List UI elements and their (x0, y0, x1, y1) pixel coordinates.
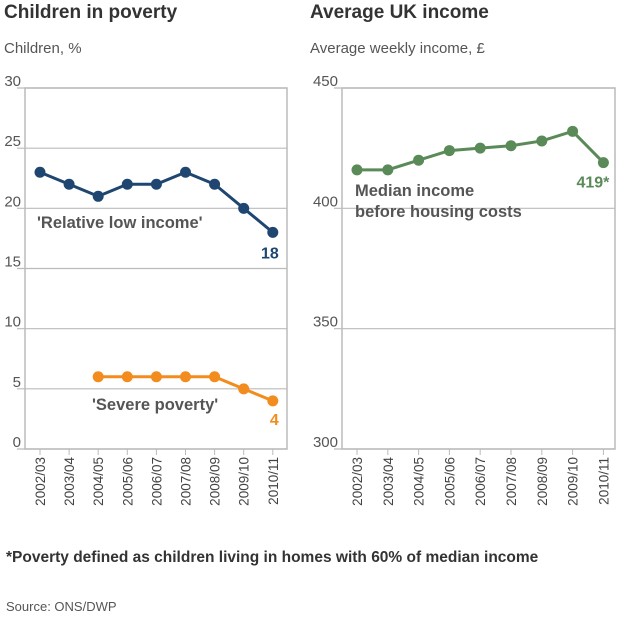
y-tick-label: 30 (4, 73, 21, 90)
x-tick-label: 2005/06 (120, 457, 135, 506)
y-tick-label: 450 (313, 73, 338, 90)
data-point (597, 157, 609, 169)
data-point (121, 178, 133, 190)
y-tick-label: 400 (313, 193, 338, 210)
x-tick-label: 2004/05 (412, 457, 427, 506)
y-tick-label: 0 (13, 434, 21, 451)
end-value-label: 4 (270, 412, 279, 429)
x-tick-label: 2009/10 (237, 457, 252, 506)
data-point (536, 135, 548, 147)
data-point (34, 166, 46, 178)
end-value-label: 419* (576, 175, 610, 192)
chart-title-right: Average UK income (310, 2, 489, 23)
x-tick-label: 2005/06 (442, 457, 457, 506)
y-tick-label: 5 (13, 374, 21, 391)
x-tick-label: 2002/03 (33, 457, 48, 506)
x-tick-label: 2003/04 (381, 457, 396, 506)
data-point (567, 125, 579, 137)
plot-frame (341, 87, 616, 450)
series-label: Median income (355, 182, 474, 200)
x-tick-label: 2006/07 (149, 457, 164, 506)
data-point (267, 226, 279, 238)
x-tick-label: 2007/08 (504, 457, 519, 506)
end-value-label: 18 (261, 245, 279, 262)
data-point (209, 371, 221, 383)
x-tick-label: 2007/08 (179, 457, 194, 506)
x-tick-label: 2009/10 (566, 457, 581, 506)
y-axis-label-right: Average weekly income, £ (310, 40, 485, 57)
y-tick-label: 300 (313, 434, 338, 451)
data-point (382, 164, 394, 176)
y-tick-label: 20 (4, 193, 21, 210)
data-point (238, 202, 250, 214)
data-point (505, 140, 517, 152)
data-point (209, 178, 221, 190)
data-point (180, 371, 191, 383)
x-tick-label: 2010/11 (266, 457, 281, 505)
x-tick-label: 2010/11 (596, 457, 611, 505)
data-point (92, 371, 104, 383)
x-tick-label: 2002/03 (350, 457, 365, 506)
source: Source: ONS/DWP (6, 599, 117, 614)
series-label: 'Relative low income' (37, 214, 203, 232)
x-tick-label: 2008/09 (535, 457, 550, 506)
x-tick-label: 2008/09 (208, 457, 223, 506)
data-point (180, 166, 191, 178)
y-axis-label-left: Children, % (4, 40, 82, 57)
y-tick-label: 15 (4, 254, 21, 271)
series-label: before housing costs (355, 203, 522, 221)
data-point (121, 371, 133, 383)
data-point (413, 154, 425, 166)
x-tick-label: 2003/04 (62, 457, 77, 506)
data-point (351, 164, 363, 176)
data-point (267, 395, 279, 407)
series-label: 'Severe poverty' (92, 396, 218, 414)
y-tick-label: 10 (4, 314, 21, 331)
x-tick-label: 2004/05 (91, 457, 106, 506)
data-point (92, 190, 104, 202)
chart-title-left: Children in poverty (4, 2, 178, 23)
x-tick-label: 2006/07 (473, 457, 488, 506)
y-tick-label: 25 (4, 133, 21, 150)
data-point (474, 142, 486, 154)
data-point (150, 371, 162, 383)
data-point (238, 383, 250, 395)
y-tick-label: 350 (313, 314, 338, 331)
data-point (443, 145, 455, 157)
footnote: *Poverty defined as children living in h… (6, 549, 539, 566)
data-point (63, 178, 75, 190)
data-point (150, 178, 162, 190)
